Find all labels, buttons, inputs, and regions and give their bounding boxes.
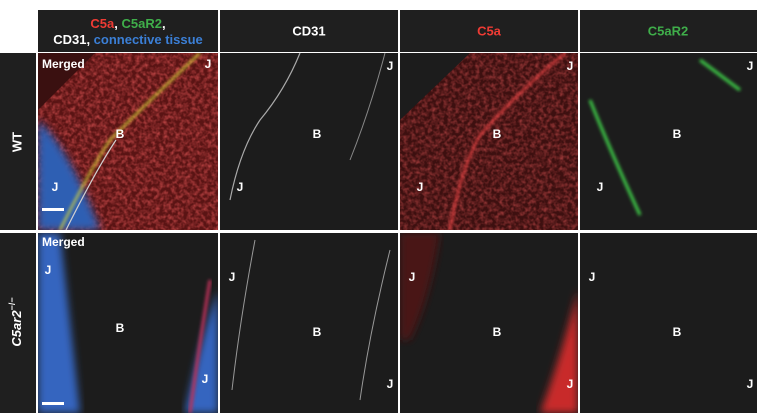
region-label: J	[387, 59, 394, 73]
row-label-main: C5ar2	[9, 310, 24, 347]
row-label-cell	[0, 233, 36, 413]
region-label: B	[673, 325, 682, 339]
region-label: J	[597, 180, 604, 194]
header-part: ,	[162, 16, 166, 31]
header-part: C5aR2	[122, 16, 162, 31]
header-title: CD31, connective tissue	[53, 32, 203, 47]
region-label: J	[747, 59, 754, 73]
header-part: ,	[114, 16, 121, 31]
image-texture	[38, 52, 741, 413]
panel-title: Merged	[42, 235, 85, 249]
region-label: B	[116, 321, 125, 335]
region-label: J	[747, 377, 754, 391]
region-label: J	[567, 59, 574, 73]
column-header: CD31	[292, 23, 325, 38]
scale-bar	[42, 402, 64, 405]
row-label: C5ar2−/−	[7, 297, 24, 346]
header-cell	[38, 10, 218, 52]
row-label: WT	[9, 132, 24, 152]
region-label: J	[205, 57, 212, 71]
panel	[220, 53, 398, 230]
region-label: J	[52, 180, 59, 194]
region-label: B	[313, 325, 322, 339]
region-label: B	[673, 127, 682, 141]
column-header: C5a	[477, 23, 502, 38]
region-label: J	[202, 372, 209, 386]
header-cell	[580, 10, 757, 52]
column-header: C5aR2	[648, 23, 688, 38]
region-label: J	[237, 180, 244, 194]
row-label-cell	[0, 53, 36, 230]
region-label: B	[493, 325, 502, 339]
header-title: C5a, C5aR2,	[90, 16, 165, 31]
region-label: B	[116, 127, 125, 141]
region-label: J	[417, 180, 424, 194]
region-label: B	[313, 127, 322, 141]
row-label-sup: −/−	[7, 297, 17, 310]
region-label: J	[409, 270, 416, 284]
region-label: J	[567, 377, 574, 391]
header-cell	[400, 10, 578, 52]
scale-bar	[42, 208, 64, 211]
header-part: C5a	[90, 16, 115, 31]
panel-title: Merged	[42, 57, 85, 71]
region-label: J	[387, 377, 394, 391]
region-label: J	[589, 270, 596, 284]
region-label: J	[45, 263, 52, 277]
region-label: J	[229, 270, 236, 284]
panel	[220, 233, 398, 413]
header-part: CD31,	[53, 32, 93, 47]
region-label: B	[493, 127, 502, 141]
header-part: connective tissue	[94, 32, 203, 47]
panel	[580, 233, 757, 413]
header-cell	[220, 10, 398, 52]
